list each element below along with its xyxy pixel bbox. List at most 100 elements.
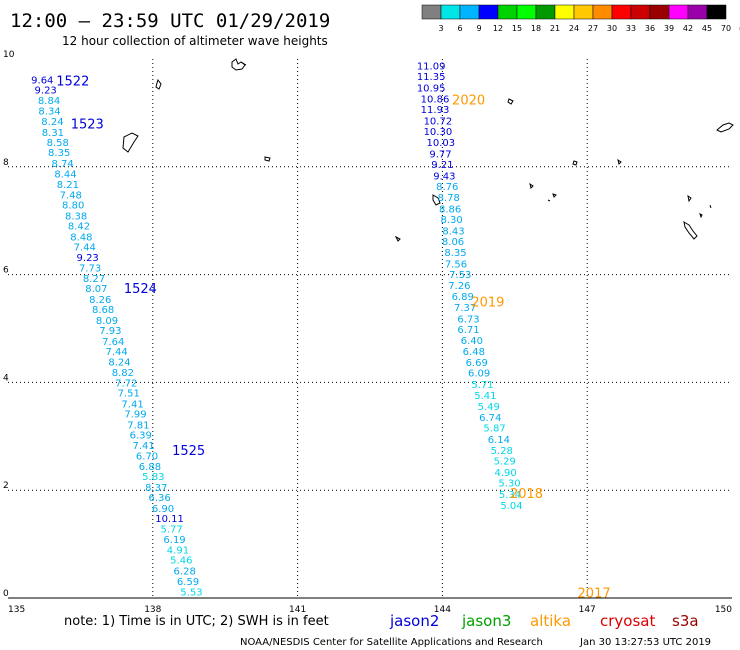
swh-value-label: 9.23 xyxy=(77,253,99,264)
swh-data-points: 9.649.238.848.348.248.318.588.358.748.44… xyxy=(31,61,522,598)
swh-value-label: 6.74 xyxy=(479,413,501,424)
swh-value-label: 6.09 xyxy=(468,369,490,380)
swh-value-label: 11.93 xyxy=(421,105,450,116)
x-tick-label: 147 xyxy=(579,605,596,615)
legend-label: 30 xyxy=(607,24,617,33)
swh-value-label: 7.44 xyxy=(74,243,96,254)
satellite-legend: jason2 jason3 altika cryosat s3a xyxy=(389,612,699,630)
swh-value-label: 5.46 xyxy=(170,556,192,567)
y-tick-label: 8 xyxy=(3,158,9,168)
swh-value-label: 8.30 xyxy=(440,215,462,226)
pass-number-label: 1525 xyxy=(172,444,205,459)
swh-value-label: 8.68 xyxy=(92,305,114,316)
swh-value-label: 6.39 xyxy=(130,431,152,442)
legend-label: 45 xyxy=(702,24,712,33)
legend-color-box xyxy=(630,4,651,20)
swh-value-label: 8.35 xyxy=(444,248,466,259)
legend-color-box xyxy=(687,4,708,20)
swh-value-label: 9.21 xyxy=(431,160,453,171)
swh-value-label: 6.28 xyxy=(174,567,196,578)
legend-label: 12 xyxy=(493,24,503,33)
pass-labels: 1522 1523 1524 1525 2020 2019 2018 2017 xyxy=(56,75,610,602)
island-shape xyxy=(572,160,578,166)
swh-value-label: 8.26 xyxy=(89,295,111,306)
legend-label: 18 xyxy=(531,24,541,33)
swh-value-label: 5.53 xyxy=(180,588,202,599)
swh-value-label: 8.07 xyxy=(85,284,107,295)
chart-subtitle: 12 hour collection of altimeter wave hei… xyxy=(62,34,328,48)
y-tick-label: 10 xyxy=(3,50,15,60)
swh-value-label: 6.88 xyxy=(139,462,161,473)
swh-value-label: 8.24 xyxy=(41,117,63,128)
x-tick-label: 135 xyxy=(8,605,25,615)
legend-label: 70 xyxy=(721,24,731,33)
coastline-outlines xyxy=(122,58,734,242)
swh-value-label: 8.42 xyxy=(68,222,90,233)
legend-label: 42 xyxy=(683,24,693,33)
legend-label: 36 xyxy=(645,24,655,33)
swh-value-label: 7.51 xyxy=(118,389,140,400)
swh-value-label: 7.72 xyxy=(115,378,137,389)
x-tick-label: 150 xyxy=(715,605,732,615)
satellite-legend-cryosat: cryosat xyxy=(600,612,655,630)
island-shape xyxy=(507,98,514,105)
swh-value-label: 7.26 xyxy=(448,281,470,292)
island-shape xyxy=(240,61,247,66)
swh-value-label: 10.11 xyxy=(155,514,184,525)
swh-value-label: 10.72 xyxy=(424,116,453,127)
chart-title: 12:00 — 23:59 UTC 01/29/2019 xyxy=(10,10,330,32)
swh-value-label: 6.40 xyxy=(461,336,483,347)
swh-value-label: 8.84 xyxy=(38,96,60,107)
legend-label: 9 xyxy=(476,24,481,33)
axis-ticks: 135 138 141 144 147 150 0 2 4 6 8 10 xyxy=(3,50,732,615)
legend-color-box xyxy=(592,4,613,20)
legend-label: 6 xyxy=(457,24,462,33)
legend-color-box xyxy=(554,4,575,20)
island-shape xyxy=(432,194,441,206)
swh-value-label: 8.38 xyxy=(65,211,87,222)
legend-label: 15 xyxy=(512,24,522,33)
swh-value-label: 7.41 xyxy=(133,441,155,452)
pass-number-label: 1523 xyxy=(71,118,104,133)
swh-value-label: 6.48 xyxy=(463,347,485,358)
swh-value-label: 5.34 xyxy=(499,490,521,501)
swh-value-label: 6.73 xyxy=(457,314,479,325)
swh-value-label: 7.37 xyxy=(454,303,476,314)
island-shape xyxy=(394,235,401,242)
swh-value-label: 11.09 xyxy=(417,61,446,72)
swh-value-label: 8.21 xyxy=(57,180,79,191)
legend-label: 24 xyxy=(569,24,579,33)
grid-lines xyxy=(8,59,732,598)
swh-value-label: 8.35 xyxy=(48,148,70,159)
satellite-legend-jason3: jason3 xyxy=(461,612,511,630)
swh-value-label: 5.49 xyxy=(478,402,500,413)
swh-value-label: 8.74 xyxy=(51,159,73,170)
swh-value-label: 5.28 xyxy=(491,446,513,457)
swh-value-label: 7.93 xyxy=(99,326,121,337)
swh-value-label: 5.30 xyxy=(498,479,520,490)
legend-label: 21 xyxy=(550,24,560,33)
swh-value-label: 5.41 xyxy=(474,391,496,402)
swh-value-label: 8.24 xyxy=(108,357,130,368)
swh-value-label: 11.35 xyxy=(417,72,446,83)
swh-value-label: 6.70 xyxy=(136,452,158,463)
pass-number-label: 2017 xyxy=(578,587,611,602)
island-shape xyxy=(547,193,557,202)
legend-label: 3 xyxy=(438,24,443,33)
legend-color-box xyxy=(668,4,689,20)
satellite-legend-altika: altika xyxy=(530,612,571,630)
swh-value-label: 7.48 xyxy=(60,190,82,201)
legend-label: 27 xyxy=(588,24,598,33)
swh-value-label: 6.71 xyxy=(457,325,479,336)
swh-value-label: 7.64 xyxy=(102,337,124,348)
x-tick-label: 138 xyxy=(144,605,161,615)
swh-value-label: 7.44 xyxy=(105,347,127,358)
swh-value-label: 7.41 xyxy=(121,399,143,410)
swh-value-label: 6.89 xyxy=(452,292,474,303)
swh-value-label: 6.69 xyxy=(466,358,488,369)
footnote: note: 1) Time is in UTC; 2) SWH is in fe… xyxy=(64,614,329,629)
island-shape xyxy=(699,204,712,219)
swh-value-label: 5.04 xyxy=(500,501,522,512)
